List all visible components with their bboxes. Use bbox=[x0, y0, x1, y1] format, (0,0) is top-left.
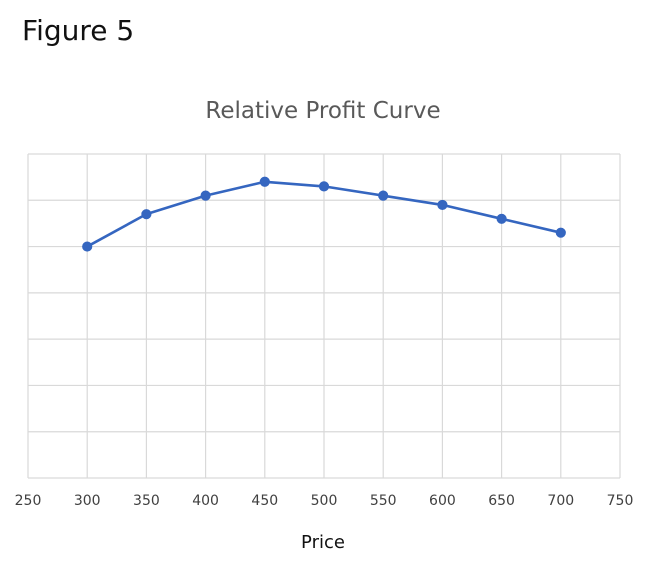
data-point bbox=[496, 213, 507, 224]
x-tick-label: 650 bbox=[488, 493, 515, 509]
x-tick-label: 700 bbox=[547, 493, 574, 509]
x-tick-label: 400 bbox=[192, 493, 219, 509]
x-tick-label: 550 bbox=[370, 493, 397, 509]
x-tick-label: 750 bbox=[607, 493, 634, 509]
data-point bbox=[378, 190, 389, 201]
x-tick-label: 600 bbox=[429, 493, 456, 509]
x-tick-label: 300 bbox=[74, 493, 101, 509]
x-axis-label: Price bbox=[301, 532, 345, 553]
data-point bbox=[259, 176, 270, 187]
gridlines bbox=[27, 153, 621, 479]
data-point bbox=[82, 241, 93, 252]
x-tick-label: 500 bbox=[311, 493, 338, 509]
data-point bbox=[437, 199, 448, 211]
data-point bbox=[200, 190, 211, 201]
chart-title: Relative Profit Curve bbox=[205, 98, 440, 124]
x-tick-label: 450 bbox=[251, 493, 278, 509]
data-point bbox=[555, 227, 566, 238]
x-tick-label: 250 bbox=[15, 493, 42, 509]
x-tick-labels: 250 300 350 400 450 500 550 600 650 700 750 bbox=[15, 493, 634, 509]
series-line-group bbox=[82, 176, 566, 252]
figure-label: Figure 5 bbox=[22, 14, 135, 47]
data-point bbox=[141, 209, 152, 220]
data-point bbox=[318, 181, 330, 192]
x-tick-label: 350 bbox=[133, 493, 160, 509]
